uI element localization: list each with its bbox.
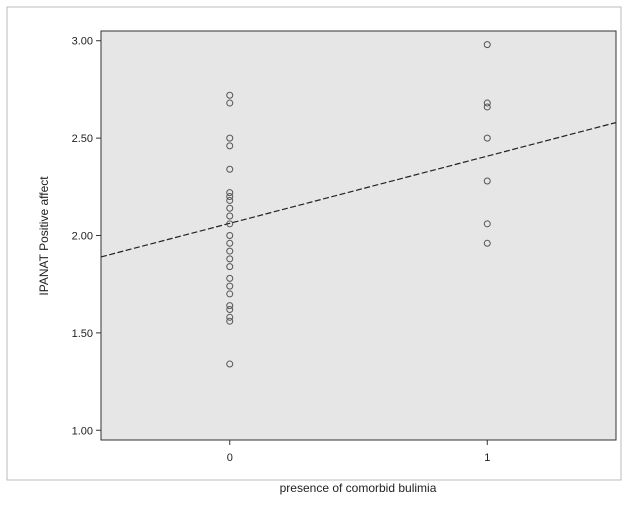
x-tick-label: 1 <box>484 452 490 464</box>
data-point <box>483 220 491 228</box>
data-point <box>226 189 234 197</box>
x-tick-label: 0 <box>227 452 233 464</box>
data-point <box>226 282 234 290</box>
x-axis-title: presence of comorbid bulimia <box>280 481 437 495</box>
data-point <box>226 232 234 239</box>
y-ticks: 1.00 1.50 2.00 2.50 3.00 <box>72 36 101 437</box>
y-tick-label: 2.00 <box>72 231 93 243</box>
data-point <box>483 41 491 49</box>
data-point <box>226 142 234 150</box>
data-point <box>226 204 234 212</box>
data-point <box>226 317 234 325</box>
data-point <box>226 99 234 107</box>
y-tick-label: 3.00 <box>72 36 93 48</box>
data-point <box>226 212 234 220</box>
data-point <box>226 290 234 298</box>
data-point <box>483 239 491 247</box>
data-point <box>226 165 234 173</box>
data-point <box>226 134 234 142</box>
data-point <box>483 99 491 107</box>
y-tick-label: 2.50 <box>72 133 93 145</box>
plot-area <box>100 30 617 441</box>
data-point <box>226 196 234 204</box>
data-point <box>226 193 234 201</box>
data-point <box>226 302 234 310</box>
data-point <box>226 306 234 314</box>
fit-line <box>100 121 617 258</box>
data-point <box>226 360 234 368</box>
data-point <box>226 274 234 282</box>
data-point <box>483 177 491 185</box>
data-points <box>226 41 491 368</box>
data-point <box>226 255 234 263</box>
data-point <box>226 263 234 271</box>
data-point <box>226 239 234 247</box>
data-point <box>483 134 491 142</box>
data-point <box>226 91 234 99</box>
data-point <box>483 103 491 111</box>
data-point <box>226 313 234 321</box>
y-tick-label: 1.50 <box>72 328 93 340</box>
data-point <box>226 247 234 255</box>
y-axis-title: IPANAT Positive affect <box>37 176 51 296</box>
y-tick-label: 1.00 <box>72 425 93 437</box>
